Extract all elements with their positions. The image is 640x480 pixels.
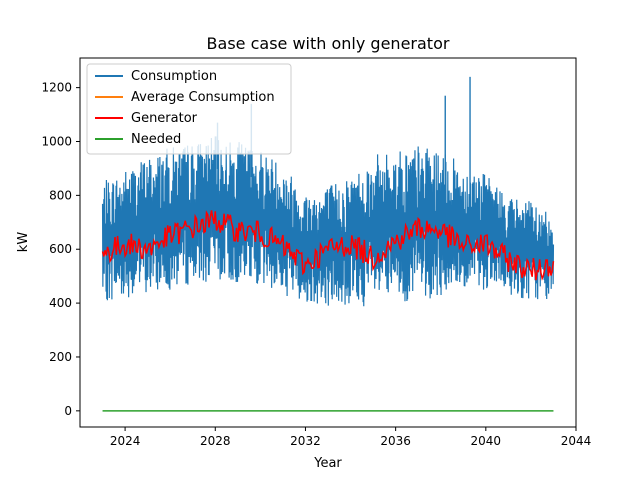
legend-label-1: Consumption bbox=[131, 69, 217, 84]
y-axis-label: kW bbox=[16, 232, 31, 253]
legend-label-2: Average Consumption bbox=[131, 90, 275, 105]
chart-title: Base case with only generator bbox=[207, 34, 450, 53]
y-tick-label-600: 600 bbox=[49, 242, 72, 256]
y-tick-label-1000: 1000 bbox=[41, 134, 72, 148]
x-tick-label-2024: 2024 bbox=[110, 434, 141, 448]
x-tick-label-2044: 2044 bbox=[561, 434, 592, 448]
x-tick-label-2028: 2028 bbox=[200, 434, 231, 448]
y-tick-label-200: 200 bbox=[49, 350, 72, 364]
y-tick-label-1200: 1200 bbox=[41, 81, 72, 95]
y-tick-label-0: 0 bbox=[64, 404, 72, 418]
plot-frame bbox=[79, 57, 577, 428]
legend-box bbox=[86, 63, 292, 155]
legend: Consumption Average Consumption Generator N… bbox=[86, 63, 292, 155]
x-tick-label-2032: 2032 bbox=[290, 434, 321, 448]
series-consumption-line bbox=[101, 136, 555, 307]
y-tick-label-800: 800 bbox=[49, 188, 72, 202]
x-axis-label: Year bbox=[313, 456, 342, 471]
legend-label-4: Needed bbox=[131, 132, 181, 147]
y-tick-label-400: 400 bbox=[49, 296, 72, 310]
series-generator-line bbox=[101, 210, 555, 281]
x-tick-label-2036: 2036 bbox=[380, 434, 411, 448]
legend-label-3: Generator bbox=[131, 111, 198, 126]
x-tick-label-2040: 2040 bbox=[471, 434, 502, 448]
x-axis: 2024 2028 2032 2036 2040 2044 bbox=[110, 427, 591, 448]
y-axis: 0 200 400 600 800 1000 1200 bbox=[41, 81, 80, 418]
